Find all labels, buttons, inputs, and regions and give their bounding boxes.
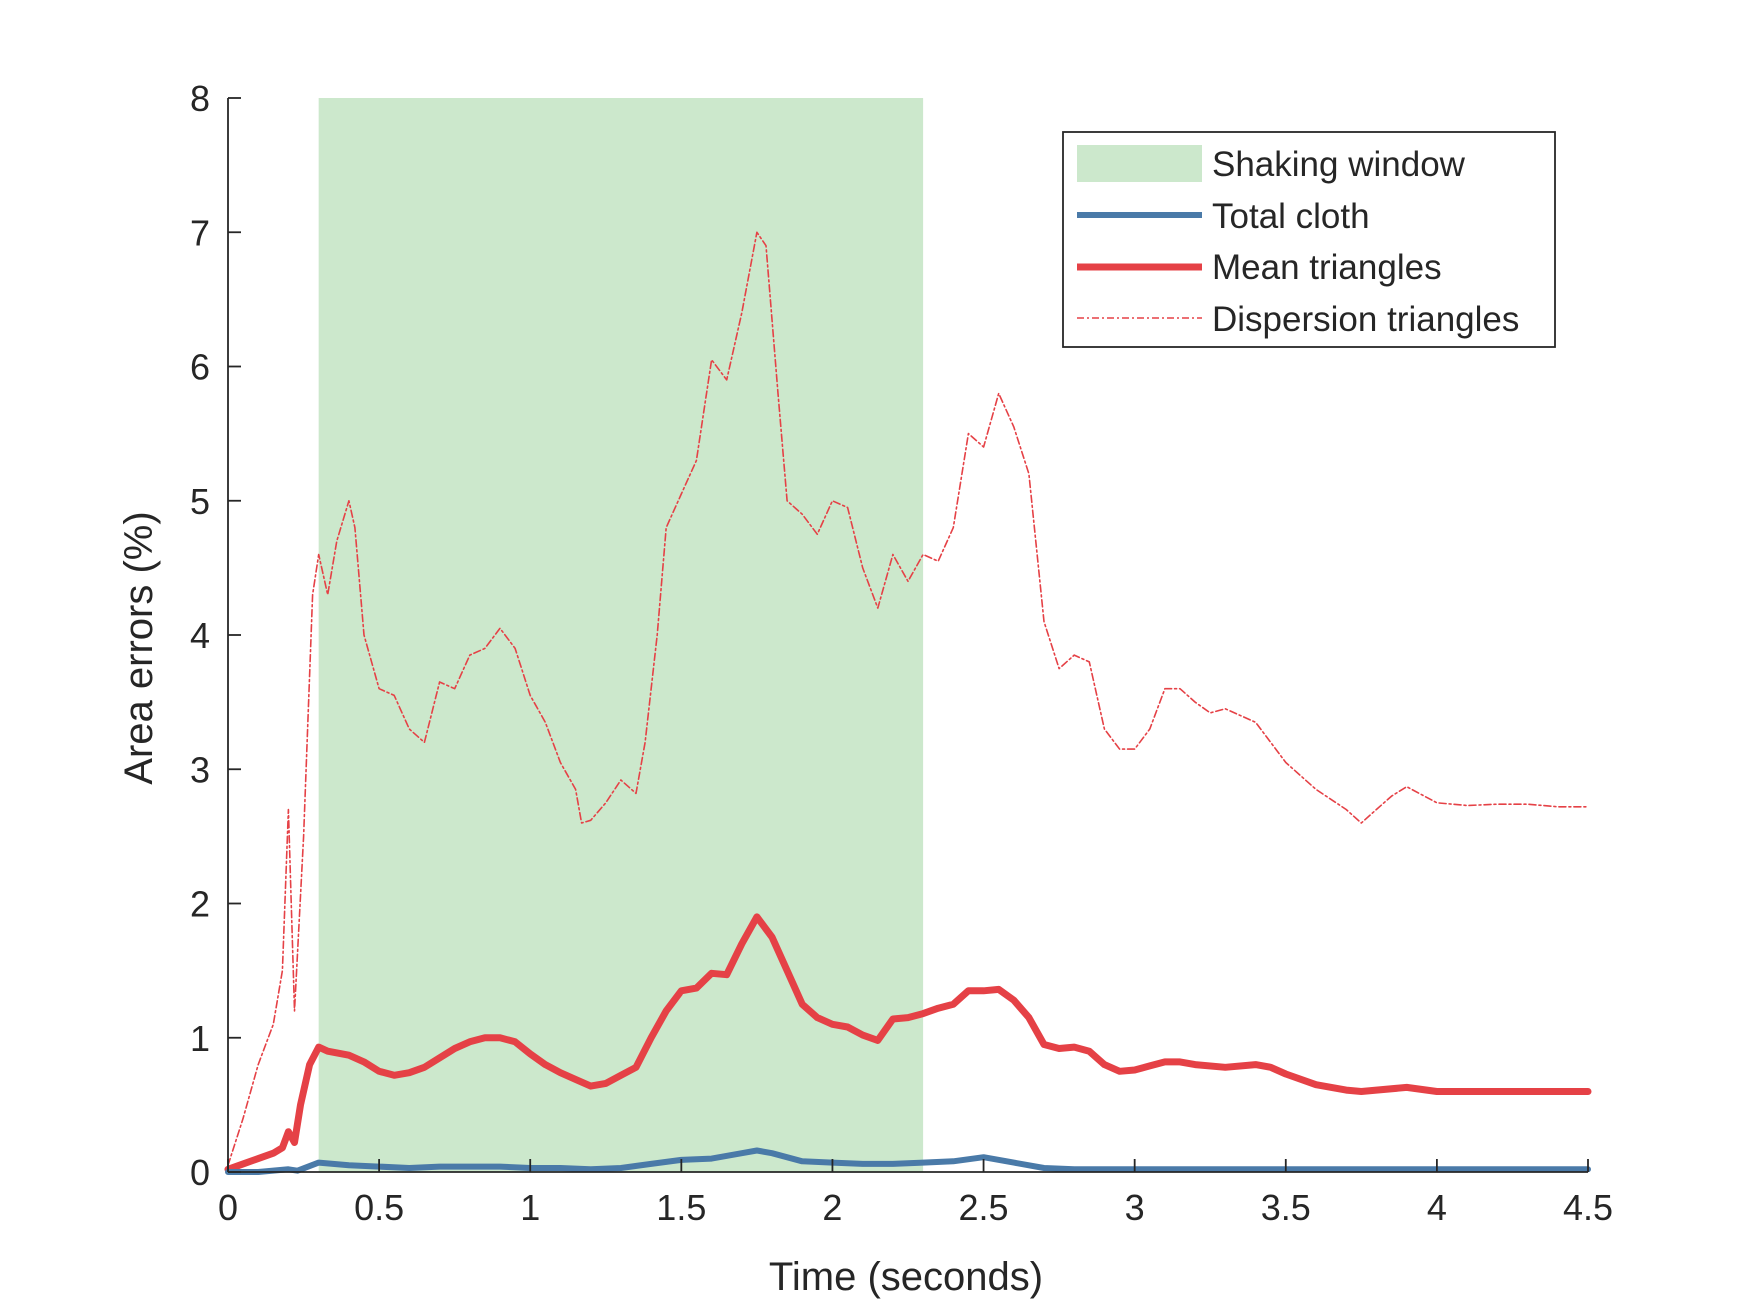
x-tick-label: 4.5 bbox=[1563, 1187, 1613, 1228]
y-tick-label: 3 bbox=[190, 749, 210, 790]
y-tick-label: 6 bbox=[190, 347, 210, 388]
y-tick-label: 2 bbox=[190, 884, 210, 925]
series-line-total-cloth bbox=[225, 1147, 1591, 1175]
x-axis-label: Time (seconds) bbox=[769, 1255, 1043, 1299]
series-layer bbox=[224, 231, 1592, 1175]
y-tick-label: 1 bbox=[190, 1018, 210, 1059]
series-line-mean-triangles bbox=[224, 913, 1592, 1173]
y-tick-label: 8 bbox=[190, 78, 210, 119]
x-tick-label: 2 bbox=[822, 1187, 842, 1228]
y-tick-label: 7 bbox=[190, 212, 210, 253]
x-tick-label: 3 bbox=[1125, 1187, 1145, 1228]
legend-label-shaking-window: Shaking window bbox=[1212, 145, 1466, 184]
series-line-dispersion-triangles bbox=[227, 231, 1589, 1167]
x-tick-label: 1 bbox=[520, 1187, 540, 1228]
y-tick-label: 0 bbox=[190, 1152, 210, 1193]
legend: Shaking window Total cloth Mean triangle… bbox=[1062, 131, 1556, 348]
x-tick-label: 3.5 bbox=[1261, 1187, 1311, 1228]
legend-label-total-cloth: Total cloth bbox=[1212, 197, 1370, 236]
x-tick-label: 1.5 bbox=[656, 1187, 706, 1228]
x-tick-label: 2.5 bbox=[959, 1187, 1009, 1228]
legend-label-mean-triangles: Mean triangles bbox=[1212, 248, 1442, 287]
y-tick-label: 5 bbox=[190, 481, 210, 522]
axes: 0 0.5 1 1.5 2 2.5 3 3.5 4 4.5 0 1 2 3 4 5 6 7 8 Time (sec… bbox=[117, 78, 1613, 1299]
y-ticks: 0 1 2 3 4 5 6 7 8 bbox=[190, 78, 241, 1193]
y-tick-label: 4 bbox=[190, 615, 210, 656]
legend-label-dispersion-triangles: Dispersion triangles bbox=[1212, 300, 1519, 339]
plot-area bbox=[224, 98, 1592, 1175]
legend-swatch-shaking-window bbox=[1077, 145, 1202, 182]
x-tick-label: 0.5 bbox=[354, 1187, 404, 1228]
x-tick-label: 0 bbox=[218, 1187, 238, 1228]
shaking-window-region bbox=[318, 98, 924, 1172]
x-tick-label: 4 bbox=[1427, 1187, 1447, 1228]
y-axis-label: Area errors (%) bbox=[117, 511, 161, 784]
x-ticks: 0 0.5 1 1.5 2 2.5 3 3.5 4 4.5 bbox=[218, 1159, 1613, 1228]
